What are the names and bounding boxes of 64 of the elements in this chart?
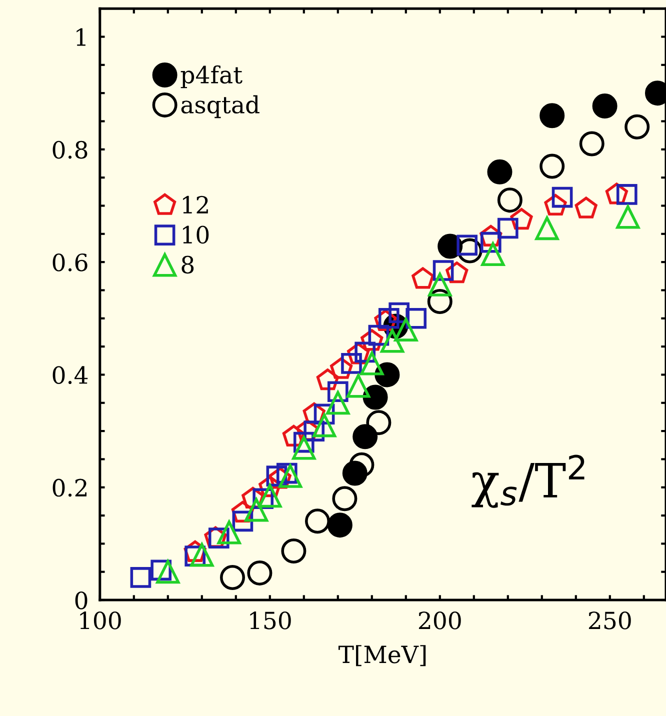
point bbox=[388, 302, 410, 324]
point bbox=[540, 154, 565, 179]
point bbox=[510, 208, 533, 230]
point bbox=[480, 232, 502, 253]
point bbox=[217, 520, 241, 544]
point bbox=[326, 391, 350, 415]
point bbox=[332, 486, 358, 512]
point bbox=[341, 353, 362, 374]
legend-label: p4fat bbox=[180, 65, 242, 88]
point bbox=[487, 159, 512, 184]
x-tick-label: 100 bbox=[80, 612, 121, 630]
point bbox=[220, 564, 245, 590]
y-tick-label: 0.8 bbox=[52, 140, 88, 159]
point bbox=[481, 242, 505, 266]
point bbox=[346, 374, 370, 398]
point bbox=[366, 410, 392, 436]
legend-label: 10 bbox=[183, 226, 209, 244]
point bbox=[394, 318, 418, 342]
point bbox=[428, 272, 452, 296]
x-tick-label: 150 bbox=[250, 612, 291, 630]
point bbox=[281, 538, 306, 564]
x-axis-title: T[MeV] bbox=[338, 645, 426, 666]
legend-label: 12 bbox=[183, 196, 208, 214]
y-tick-label: 0.2 bbox=[52, 478, 86, 497]
point bbox=[258, 484, 282, 508]
annotation: χ$_{s}$/T$^{2}$ bbox=[472, 454, 584, 508]
point bbox=[156, 560, 180, 584]
point bbox=[616, 184, 638, 205]
point bbox=[552, 186, 573, 208]
point bbox=[592, 94, 618, 119]
point bbox=[360, 352, 384, 376]
point bbox=[244, 498, 268, 522]
point bbox=[535, 216, 559, 240]
y-tick-label: 0.6 bbox=[52, 254, 88, 272]
point bbox=[624, 114, 650, 140]
point bbox=[446, 262, 468, 284]
point bbox=[327, 512, 352, 538]
point bbox=[579, 131, 604, 156]
point bbox=[349, 452, 374, 478]
x-tick-label: 250 bbox=[588, 612, 631, 630]
point bbox=[312, 414, 336, 438]
y-tick-label: 0.4 bbox=[52, 366, 88, 384]
point bbox=[190, 543, 214, 567]
x-tick-label: 200 bbox=[418, 612, 461, 630]
point bbox=[362, 384, 388, 410]
point bbox=[352, 424, 378, 450]
point bbox=[278, 464, 302, 488]
point bbox=[316, 368, 339, 390]
legend-label: asqtad bbox=[181, 95, 260, 118]
point bbox=[432, 260, 454, 281]
point bbox=[497, 188, 522, 213]
legend-label: 8 bbox=[182, 256, 194, 274]
point bbox=[380, 329, 404, 353]
point bbox=[412, 267, 434, 289]
point bbox=[305, 508, 330, 534]
point bbox=[540, 103, 565, 128]
y-tick-label: 0 bbox=[75, 591, 88, 610]
point bbox=[130, 567, 152, 588]
point bbox=[247, 560, 272, 586]
point bbox=[292, 436, 316, 460]
point bbox=[574, 196, 598, 218]
y-tick-label: 1 bbox=[76, 28, 86, 46]
point bbox=[497, 218, 518, 239]
point bbox=[616, 205, 640, 229]
